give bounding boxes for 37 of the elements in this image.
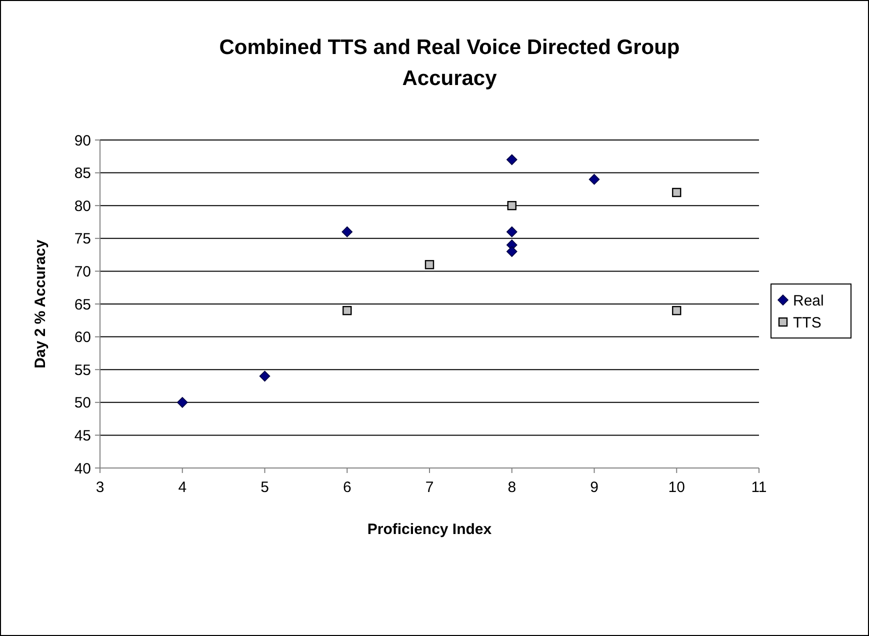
point xyxy=(342,226,353,238)
x-tick-label: 8 xyxy=(508,479,516,496)
legend-label: Real xyxy=(793,292,824,310)
legend-label: TTS xyxy=(793,314,822,332)
x-tick-label: 9 xyxy=(590,479,598,496)
x-tick-label: 11 xyxy=(751,479,767,496)
x-tick-label: 3 xyxy=(96,479,104,496)
y-tick-label: 40 xyxy=(74,460,91,478)
y-tick-label: 85 xyxy=(74,165,91,182)
y-tick-label: 55 xyxy=(74,362,91,379)
point xyxy=(506,246,518,257)
point xyxy=(672,188,682,198)
point xyxy=(507,201,516,210)
point xyxy=(506,226,518,238)
point xyxy=(342,306,352,316)
y-tick-label: 45 xyxy=(74,427,91,444)
point xyxy=(588,174,600,185)
point xyxy=(259,370,270,382)
y-tick-label: 65 xyxy=(74,296,91,314)
y-tick-label: 80 xyxy=(74,198,91,215)
x-tick-label: 5 xyxy=(260,479,269,496)
y-tick-label: 75 xyxy=(74,230,91,248)
x-axis-title: Proficiency Index xyxy=(367,521,492,538)
point xyxy=(672,306,682,316)
y-axis-title: Day 2 % Accuracy xyxy=(32,239,49,368)
x-tick-label: 10 xyxy=(668,479,685,496)
x-tick-label: 4 xyxy=(178,479,187,496)
point xyxy=(424,260,434,270)
y-tick-label: 90 xyxy=(74,132,91,150)
x-tick-label: 6 xyxy=(342,479,352,496)
point xyxy=(506,154,518,166)
y-tick-label: 70 xyxy=(74,263,91,280)
point xyxy=(176,397,188,408)
y-tick-label: 60 xyxy=(74,329,91,346)
y-tick-label: 50 xyxy=(74,394,91,412)
x-tick-label: 7 xyxy=(425,479,434,496)
chart-title: Combined TTS and Real Voice Directed Group Accuracy xyxy=(219,36,680,90)
